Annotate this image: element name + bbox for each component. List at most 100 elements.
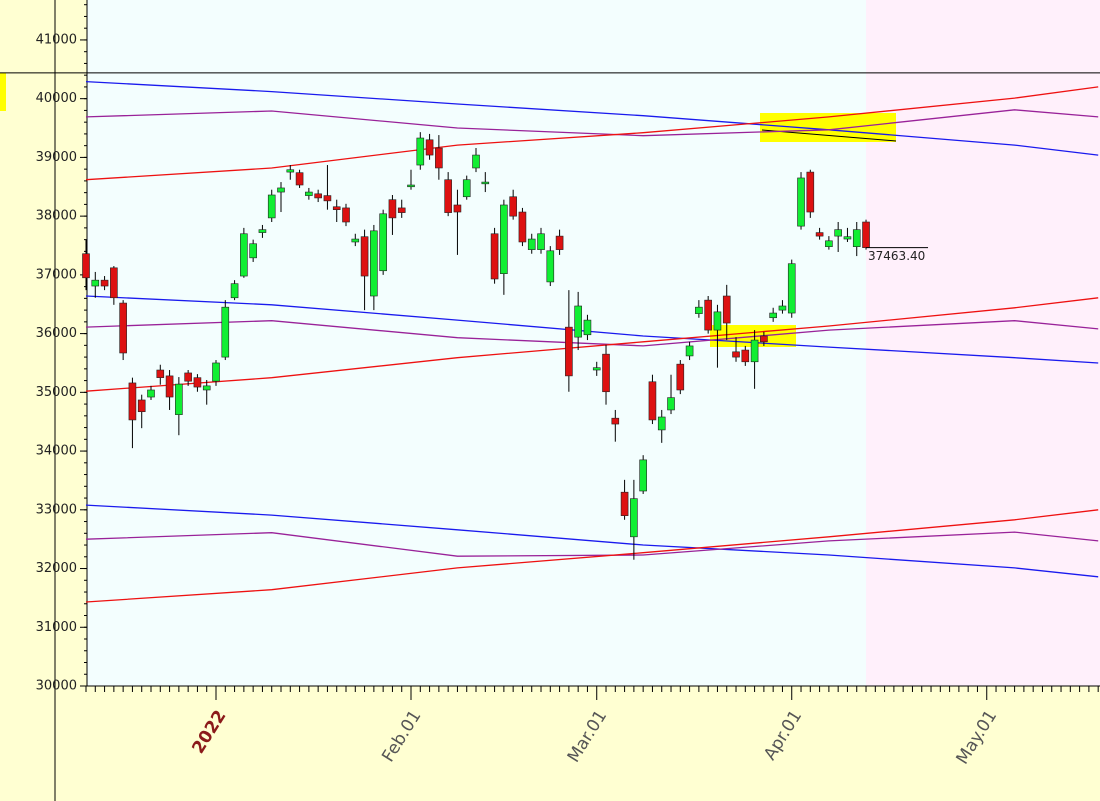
candle-body: [704, 299, 712, 331]
candle-body: [657, 416, 666, 431]
last-close-label: 37463.40: [868, 249, 925, 263]
candle-body: [425, 139, 434, 156]
candle-body: [240, 233, 248, 277]
candle-body: [193, 377, 202, 388]
candle-body: [277, 187, 285, 193]
candle-body: [500, 204, 508, 274]
candle-body: [852, 229, 861, 247]
candle-body: [212, 362, 220, 382]
candle-body: [778, 305, 787, 311]
candle-body: [305, 191, 313, 196]
candle-body: [435, 147, 443, 169]
candle-body: [518, 211, 527, 243]
candle-body: [843, 236, 852, 240]
candle-body: [565, 326, 573, 377]
candle-body: [490, 233, 499, 280]
candle-body: [156, 369, 165, 378]
candle-body: [750, 339, 759, 363]
band-line: [85, 295, 1099, 364]
y-tick-label: 34000: [36, 444, 77, 459]
candle-body: [110, 267, 118, 299]
band-line: [85, 109, 1099, 137]
band-line: [85, 531, 1099, 557]
candle-body: [416, 137, 425, 166]
band-line: [85, 297, 1099, 392]
y-tick-label: 30000: [36, 679, 77, 694]
candle-body: [100, 279, 109, 287]
candle-body: [342, 207, 350, 223]
candle-body: [834, 229, 842, 237]
candle-body: [825, 240, 833, 247]
candle-body: [667, 397, 675, 411]
candle-body: [286, 169, 295, 173]
candle-body: [787, 263, 796, 314]
candle-body: [695, 306, 703, 314]
candle-body: [351, 238, 360, 243]
band-line: [85, 86, 1099, 181]
highlight-zone: [760, 113, 896, 142]
band-line: [85, 320, 1099, 347]
candle-body: [388, 199, 397, 219]
candle-body: [806, 171, 815, 213]
candle-body: [314, 193, 322, 199]
candle-body: [713, 311, 722, 331]
candle-body: [685, 345, 694, 357]
candle-body: [91, 279, 100, 287]
candle-body: [509, 196, 517, 217]
candle-body: [472, 154, 480, 169]
y-tick-label: 38000: [36, 209, 77, 224]
y-tick-label: 37000: [36, 267, 77, 282]
band-line: [85, 509, 1099, 603]
candle-body: [555, 235, 564, 250]
candle-body: [221, 306, 230, 358]
y-tick-label: 41000: [36, 32, 77, 47]
candle-body: [630, 498, 638, 538]
candle-body: [462, 179, 471, 198]
candle-body: [249, 243, 257, 259]
candle-body: [165, 375, 174, 398]
candle-body: [128, 382, 137, 421]
y-tick-label: 35000: [36, 385, 77, 400]
y-tick-label: 33000: [36, 502, 77, 517]
candle-body: [267, 194, 276, 219]
band-line: [85, 80, 1099, 156]
candle-body: [184, 372, 192, 382]
candle-body: [583, 319, 592, 336]
candle-body: [332, 206, 341, 210]
candle-body: [481, 181, 490, 185]
candle-body: [453, 204, 462, 213]
candle-body: [574, 305, 582, 338]
candle-body: [648, 381, 657, 421]
candle-body: [202, 385, 211, 391]
candle-body: [370, 230, 378, 297]
candle-body: [546, 250, 555, 283]
y-tick-label: 36000: [36, 326, 77, 341]
candle-body: [295, 172, 304, 186]
y-tick-label: 31000: [36, 620, 77, 635]
candle-body: [639, 459, 647, 492]
candle-body: [360, 236, 369, 277]
candle-body: [137, 399, 146, 413]
y-tick-label: 40000: [36, 91, 77, 106]
candle-body: [797, 177, 805, 227]
candle-body: [722, 295, 731, 324]
candle-body: [592, 367, 601, 371]
candle-body: [620, 491, 629, 516]
future-area: [866, 0, 1100, 686]
candle-body: [862, 221, 870, 248]
candle-body: [379, 213, 387, 272]
candle-body: [760, 335, 768, 343]
price-marker: [0, 73, 6, 111]
candle-body: [732, 351, 740, 358]
candle-body: [397, 207, 406, 213]
candle-body: [323, 195, 332, 202]
y-tick-label: 32000: [36, 561, 77, 576]
candle-body: [407, 184, 415, 188]
candle-body: [230, 283, 239, 299]
candle-body: [527, 238, 536, 250]
candle-body: [611, 417, 620, 425]
candle-body: [815, 232, 824, 237]
candle-body: [147, 389, 155, 398]
